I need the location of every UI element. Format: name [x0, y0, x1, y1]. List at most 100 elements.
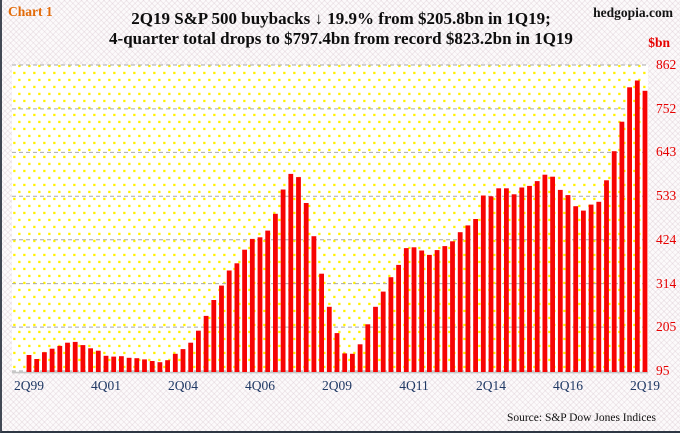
bar-4Q14 [504, 188, 509, 372]
x-tick-label-2Q99: 2Q99 [14, 378, 44, 393]
bar-2Q08 [303, 203, 309, 372]
source-note: Source: S&P Dow Jones Indices [506, 412, 656, 424]
bar-1Q05 [203, 315, 209, 372]
bar-3Q02 [126, 357, 132, 372]
bar-1Q16 [542, 174, 548, 372]
bar-3Q12 [434, 250, 440, 372]
bar-1Q04 [172, 353, 178, 372]
bar-1Q06 [234, 263, 240, 372]
bar-1Q18 [604, 180, 609, 372]
bar-2Q09 [334, 333, 340, 372]
bar-3Q10 [373, 306, 378, 372]
y-axis-unit-label: $bn [648, 35, 670, 50]
y-tick-label-95: 95 [656, 363, 670, 378]
bar-4Q13 [473, 219, 478, 372]
bar-4Q02 [134, 358, 140, 372]
y-tick-label-314: 314 [656, 276, 677, 291]
bar-4Q06 [257, 237, 263, 372]
x-tick-label-2Q09: 2Q09 [322, 378, 352, 393]
bar-4Q05 [226, 270, 232, 372]
bar-3Q16 [557, 189, 563, 372]
bar-3Q13 [465, 225, 471, 372]
x-tick-label-4Q06: 4Q06 [245, 378, 275, 393]
y-tick-label-533: 533 [656, 188, 677, 203]
bar-1Q15 [511, 194, 517, 372]
bar-2Q15 [519, 187, 525, 372]
bar-4Q17 [596, 201, 602, 372]
bar-4Q03 [165, 360, 170, 372]
bar-1Q17 [573, 206, 579, 372]
bar-2Q17 [581, 210, 586, 372]
y-tick-label-862: 862 [656, 57, 677, 72]
bar-4Q16 [565, 195, 571, 372]
bar-1Q11 [388, 277, 394, 372]
bar-2Q19 [642, 90, 648, 373]
bar-4Q09 [350, 353, 355, 372]
chart-number-label: Chart 1 [8, 4, 53, 19]
bar-3Q06 [249, 238, 255, 372]
bar-1Q09 [326, 306, 332, 372]
bar-3Q00 [65, 342, 70, 372]
y-tick-label-752: 752 [656, 101, 677, 116]
bar-3Q09 [342, 353, 348, 372]
bar-4Q04 [196, 330, 201, 372]
x-tick-label-2Q19: 2Q19 [630, 378, 660, 393]
bar-2Q05 [211, 300, 217, 372]
bar-1Q00 [49, 348, 55, 372]
bar-4Q07 [288, 173, 294, 372]
bar-3Q17 [588, 204, 594, 372]
bar-2Q01 [88, 348, 93, 372]
x-tick-label-2Q04: 2Q04 [168, 378, 198, 393]
bar-2Q12 [427, 254, 432, 372]
bar-2Q11 [396, 264, 401, 372]
bar-4Q18 [627, 87, 632, 373]
bar-1Q02 [111, 356, 117, 372]
x-tick-label-2Q14: 2Q14 [476, 378, 506, 393]
bar-3Q05 [219, 285, 224, 372]
y-tick-label-205: 205 [656, 319, 677, 334]
bar-3Q14 [496, 188, 502, 372]
bar-2Q99 [26, 355, 32, 372]
bar-2Q16 [550, 176, 555, 372]
bar-1Q13 [450, 241, 455, 372]
bar-1Q14 [480, 195, 486, 372]
bar-3Q18 [619, 121, 625, 372]
bar-2Q18 [611, 151, 617, 372]
bar-2Q00 [57, 345, 63, 372]
bar-3Q07 [280, 189, 286, 372]
bar-4Q15 [534, 181, 540, 372]
bar-1Q01 [80, 345, 86, 372]
bar-3Q03 [157, 362, 163, 372]
bar-1Q03 [142, 359, 147, 372]
bar-4Q99 [42, 352, 47, 372]
bar-3Q04 [188, 342, 194, 372]
bar-1Q12 [419, 250, 425, 372]
bar-2Q03 [149, 361, 155, 372]
bar-4Q12 [442, 246, 448, 372]
bar-4Q08 [319, 273, 324, 372]
bar-2Q06 [242, 249, 247, 372]
bar-4Q01 [103, 355, 109, 372]
bar-2Q07 [273, 213, 278, 372]
bar-2Q02 [119, 356, 124, 372]
y-tick-label-643: 643 [656, 144, 677, 159]
site-watermark: hedgopia.com [593, 5, 673, 20]
bar-2Q13 [457, 232, 463, 372]
bar-2Q04 [180, 349, 186, 372]
x-tick-label-4Q16: 4Q16 [553, 378, 583, 393]
bar-4Q00 [72, 341, 78, 372]
bar-1Q10 [357, 344, 363, 372]
chart-title: 2Q19 S&P 500 buybacks ↓ 19.9% from $205.… [2, 9, 680, 49]
bar-2Q10 [365, 324, 371, 372]
x-tick-label-4Q01: 4Q01 [91, 378, 121, 393]
bar-3Q99 [34, 359, 40, 372]
bar-2Q14 [488, 196, 494, 372]
y-tick-label-424: 424 [656, 232, 677, 247]
bar-3Q01 [95, 350, 101, 372]
bar-4Q11 [411, 247, 417, 372]
bar-1Q07 [265, 230, 271, 372]
x-tick-label-4Q11: 4Q11 [399, 378, 429, 393]
chart-title-line2: 4-quarter total drops to $797.4bn from r… [109, 29, 573, 48]
